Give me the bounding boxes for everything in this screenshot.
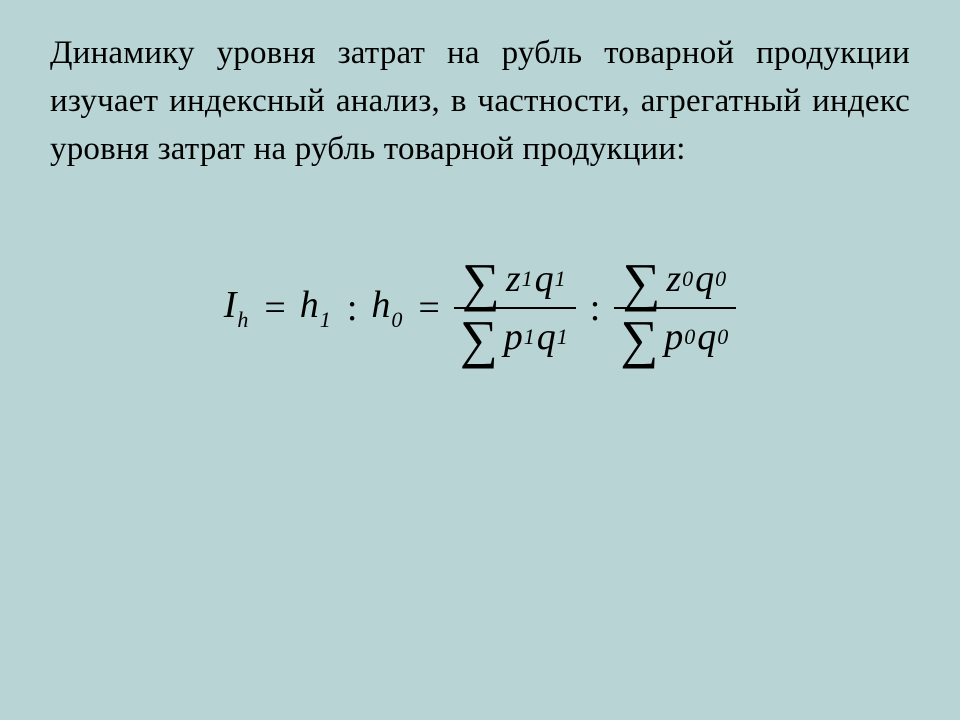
body-paragraph: Динамику уровня затрат на рубль товарной… [50,30,910,174]
sub-q1n: 1 [555,268,566,290]
fraction-2: ∑ z0q0 ∑ p0q0 [614,254,736,364]
lhs: Ih [224,283,251,333]
sub-q1d: 1 [557,326,568,348]
sigma-icon: ∑ [622,259,660,307]
sub-q0n: 0 [715,268,726,290]
var-q0n: q [695,260,714,298]
var-I: I [224,284,237,326]
var-q1d: q [537,318,556,356]
sub-p1: 1 [524,326,535,348]
sub-q0d: 0 [717,326,728,348]
sub-1: 1 [320,307,331,332]
var-z1: z [506,260,521,298]
frac2-den: ∑ p0q0 [614,311,736,363]
fraction-1: ∑ z1q1 ∑ p1q1 [454,254,576,364]
var-h1: h [300,284,319,326]
sigma-icon: ∑ [620,316,658,364]
index-formula: Ih = h1 : h0 = ∑ z1q1 ∑ p1q1 [224,254,737,364]
h1: h1 [300,283,333,333]
var-p0: p [664,318,683,356]
sigma-icon: ∑ [460,316,498,364]
sub-0: 0 [391,307,402,332]
colon-1: : [347,286,358,330]
colon-2: : [590,286,601,330]
slide: Динамику уровня затрат на рубль товарной… [0,0,960,720]
h0: h0 [371,283,404,333]
sub-z0: 0 [682,268,693,290]
sub-p0: 0 [684,326,695,348]
var-z0: z [666,260,681,298]
sigma-icon: ∑ [462,259,500,307]
equals-1: = [264,286,285,330]
var-h0: h [371,284,390,326]
var-p1: p [504,318,523,356]
equals-2: = [418,286,439,330]
frac1-den: ∑ p1q1 [454,311,576,363]
frac2-num: ∑ z0q0 [616,254,734,306]
var-q0d: q [697,318,716,356]
var-q1n: q [535,260,554,298]
formula-area: Ih = h1 : h0 = ∑ z1q1 ∑ p1q1 [50,254,910,364]
frac1-num: ∑ z1q1 [456,254,574,306]
sub-z1: 1 [522,268,533,290]
sub-h: h [237,307,248,332]
